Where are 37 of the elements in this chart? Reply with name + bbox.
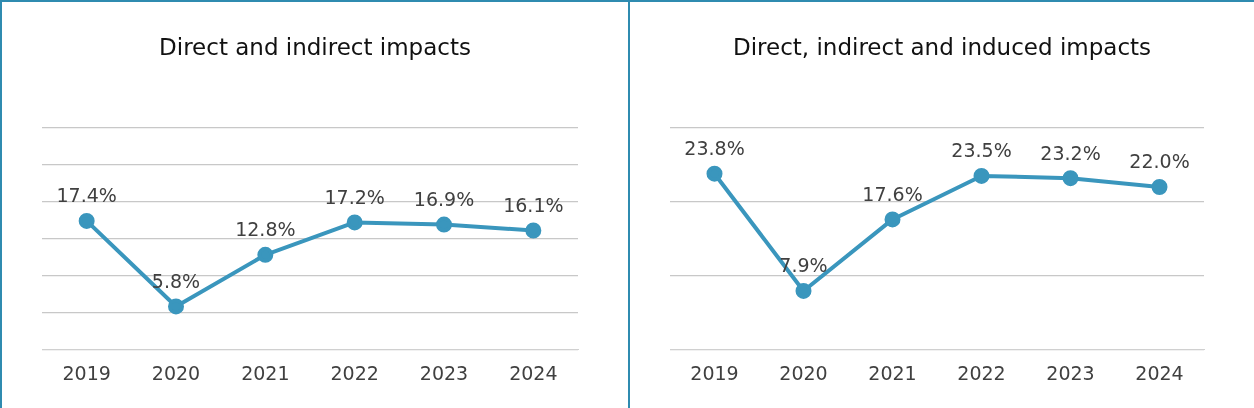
point xyxy=(436,216,452,233)
data-label: 16.1% xyxy=(503,193,564,216)
chart-title: Direct and indirect impacts xyxy=(158,33,472,62)
x-tick-label: 2022 xyxy=(330,361,379,384)
data-label: 22.0% xyxy=(1129,150,1190,173)
point xyxy=(257,246,274,263)
x-tick-label: 2021 xyxy=(241,361,290,384)
x-tick-label: 2021 xyxy=(868,361,917,384)
data-label: 23.5% xyxy=(951,139,1012,162)
point xyxy=(706,165,723,182)
point xyxy=(346,214,363,231)
x-tick-label: 2022 xyxy=(957,361,1006,384)
point xyxy=(1151,178,1168,195)
data-label: 17.2% xyxy=(324,185,385,208)
x-tick-label: 2023 xyxy=(419,361,469,384)
point xyxy=(795,282,812,299)
point xyxy=(1062,170,1079,187)
data-label: 5.8% xyxy=(151,269,201,292)
data-label: 17.6% xyxy=(862,182,923,205)
x-tick-label: 2020 xyxy=(779,361,828,384)
x-tick-label: 2024 xyxy=(509,361,558,384)
x-tick-label: 2020 xyxy=(151,361,201,384)
data-label: 16.9% xyxy=(413,188,475,211)
data-label: 12.8% xyxy=(235,218,296,241)
data-label: 17.4% xyxy=(56,184,117,207)
data-label: 23.8% xyxy=(684,137,745,160)
x-tick-label: 2019 xyxy=(690,361,739,384)
x-tick-label: 2019 xyxy=(62,361,111,384)
data-label: 23.2% xyxy=(1040,141,1101,164)
point xyxy=(78,212,95,229)
chart-title: Direct, indirect and induced impacts xyxy=(731,33,1153,62)
point xyxy=(168,298,184,315)
x-tick-label: 2023 xyxy=(1046,361,1095,384)
point xyxy=(884,211,901,228)
x-tick-label: 2024 xyxy=(1135,361,1184,384)
point xyxy=(525,222,542,239)
point xyxy=(973,167,990,184)
